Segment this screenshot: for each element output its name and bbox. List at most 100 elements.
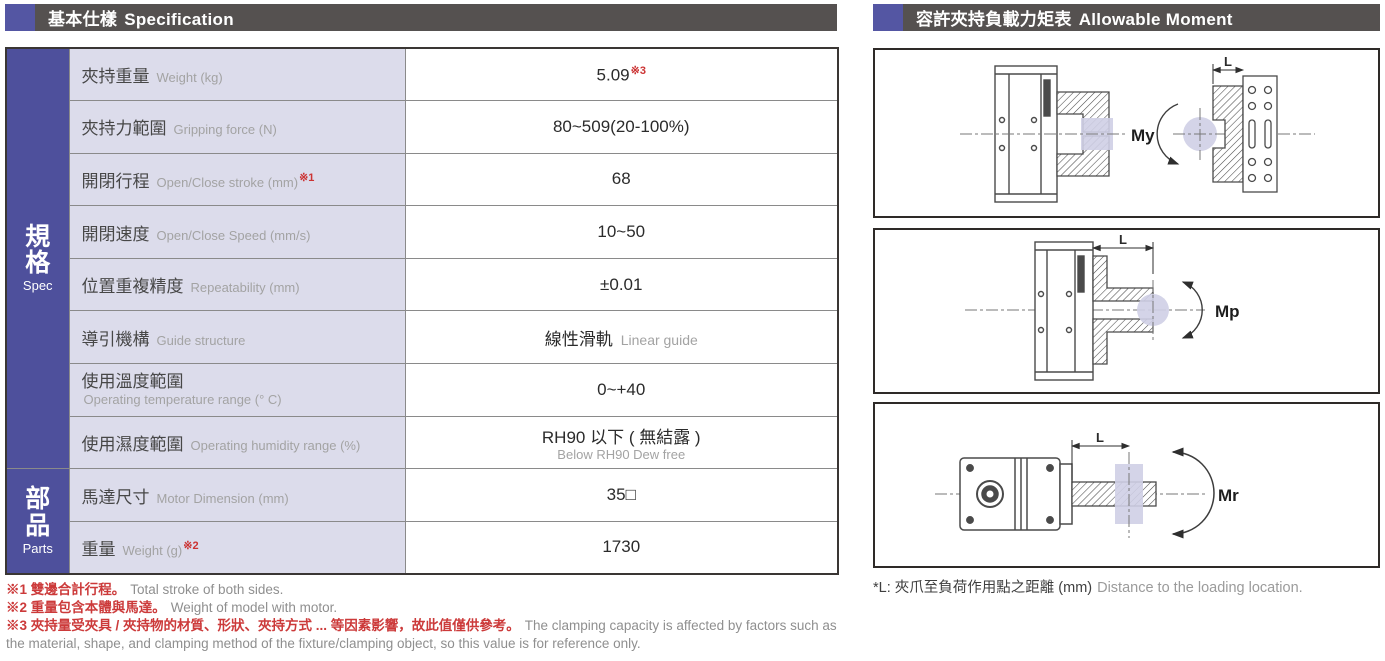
label-en: Weight (kg) [156,70,223,86]
value-text: 5.09 [596,65,630,85]
moment-diagram-my: My L [873,48,1380,218]
moment-arrow [1156,103,1180,165]
value-text: 0~+40 [597,379,646,399]
label-en: Motor Dimension (mm) [156,490,289,506]
value-sub: Below RH90 Dew free [557,447,686,463]
label-zh: 使用溫度範圍 [81,371,184,391]
label-en: Gripping force (N) [173,122,277,138]
spec-label: 開閉速度 Open/Close Speed (mm/s) [68,205,406,259]
spec-section-title: 基本仕樣 Specification [48,5,234,30]
spec-label: 位置重複精度 Repeatability (mm) [68,257,406,312]
table-row: 位置重複精度 Repeatability (mm) ±0.01 [6,257,839,312]
motor-end-view [959,457,1073,531]
spec-section-header: 基本仕樣 Specification [5,4,837,31]
footnote-zh: ※3 夾持量受夾具 / 夾持物的材質、形狀、夾持方式 ... 等因素影響，故此值… [6,617,520,633]
footnote-1: ※1 雙邊合計行程。 Total stroke of both sides. [6,581,840,599]
footnote-zh: ※2 重量包含本體與馬達。 [6,599,166,615]
label-zh: 馬達尺寸 [81,487,150,507]
footnote-en: The clamping capacity is affected by fac… [6,617,837,651]
label-zh: 使用濕度範圍 [81,434,184,454]
label-en: Guide structure [156,332,246,348]
spec-value: 35□ [404,468,839,522]
spec-value: 5.09※3 [404,47,839,102]
table-row: 導引機構 Guide structure 線性滑軌 Linear guide [6,310,839,365]
footnote-mark: ※2 [183,539,199,552]
spec-value: 線性滑軌 Linear guide [404,310,839,365]
label-zh: 位置重複精度 [81,277,184,297]
value-text: 80~509(20-100%) [552,116,690,136]
spec-label: 馬達尺寸 Motor Dimension (mm) [68,468,406,522]
spec-label: 夾持重量 Weight (kg) [68,47,406,102]
spec-label: 夾持力範圍 Gripping force (N) [68,100,406,154]
spec-title-zh: 基本仕樣 [48,10,118,29]
label-en: Open/Close stroke (mm) [156,174,299,190]
moment-title-zh: 容許夾持負載力矩表 [916,10,1072,29]
accent-square-icon [873,4,903,31]
value-text: RH90 以下 ( 無結露 ) [541,428,701,448]
footnote-mark: ※3 [630,64,646,77]
moment-section-title: 容許夾持負載力矩表 Allowable Moment [916,5,1233,30]
label-en: Operating temperature range (° C) [83,391,282,407]
shaft-bar [1071,481,1157,507]
moment-arrow [1181,281,1203,339]
dimension-l: L [1091,232,1155,274]
spec-label: 使用濕度範圍 Operating humidity range (%) [68,415,406,470]
footnote-3: ※3 夾持量受夾具 / 夾持物的材質、形狀、夾持方式 ... 等因素影響，故此值… [6,617,840,653]
table-row: 部品 Parts 馬達尺寸 Motor Dimension (mm) 35□ [5,468,839,575]
value-text: 線性滑軌 [544,329,613,349]
spec-value: 80~509(20-100%) [404,100,839,154]
accent-square-icon [5,4,35,31]
moment-label-mp: Mp [1215,302,1240,321]
moment-label-mr: Mr [1218,486,1239,505]
label-zh: 開閉行程 [81,171,150,191]
footnote-mark: ※1 [299,171,315,184]
footnotes: ※1 雙邊合計行程。 Total stroke of both sides. ※2… [6,581,840,653]
footnote-zh: ※1 雙邊合計行程。 [6,582,126,597]
table-row: 規格 Spec 夾持重量 Weight (kg) 5.09※3 [5,47,839,470]
moment-caption: *L: 夾爪至負荷作用點之距離 (mm) Distance to the load… [873,576,1303,597]
footnote-en: Total stroke of both sides. [130,582,284,597]
table-row: 重量 Weight (g)※2 1730 [6,520,839,575]
moment-diagram-mp: L Mp [873,228,1380,394]
caption-zh: *L: 夾爪至負荷作用點之距離 (mm) [873,580,1093,596]
label-zh: 開閉速度 [81,224,150,244]
group-cell-spec: 規格 Spec [5,47,70,470]
moment-arrow [1171,447,1215,539]
spec-value: ±0.01 [404,257,839,312]
mp-diagram-svg: L Mp [965,232,1240,381]
group-spec-zh: 規格 [25,222,51,278]
mr-diagram-svg: L Mr [935,430,1239,539]
spec-label: 使用溫度範圍 Operating temperature range (° C) [68,363,406,417]
spec-value: 10~50 [404,205,839,259]
value-text: 68 [611,169,631,189]
group-cell-parts: 部品 Parts [5,468,70,575]
label-zh: 導引機構 [81,329,150,349]
spec-label: 開閉行程 Open/Close stroke (mm)※1 [68,152,406,207]
value-text: ±0.01 [600,274,643,294]
value-text: 10~50 [597,222,646,242]
dim-label: L [1119,232,1127,247]
label-en: Operating humidity range (%) [190,437,361,453]
label-en: Repeatability (mm) [190,280,300,296]
group-parts-zh: 部品 [25,485,51,540]
spec-title-en: Specification [124,10,234,29]
group-spec-en: Spec [22,278,53,294]
table-row: 夾持力範圍 Gripping force (N) 80~509(20-100%) [6,100,839,154]
label-en: Open/Close Speed (mm/s) [156,227,311,243]
spec-value: RH90 以下 ( 無結露 ) Below RH90 Dew free [404,415,839,470]
dim-label: L [1224,54,1232,69]
moment-section-header: 容許夾持負載力矩表 Allowable Moment [873,4,1380,31]
dim-label: L [1096,430,1104,445]
value-en: Linear guide [620,331,698,348]
table-row: 使用濕度範圍 Operating humidity range (%) RH90 … [6,415,839,470]
caption-en: Distance to the loading location. [1097,580,1303,596]
label-en: Weight (g) [122,542,183,558]
specification-table: 規格 Spec 夾持重量 Weight (kg) 5.09※3 夾持力範圍 Grip… [5,47,839,575]
spec-value: 68 [404,152,839,207]
spec-label: 導引機構 Guide structure [68,310,406,365]
value-text: 35□ [606,485,636,505]
dimension-l: L [1211,54,1245,84]
moment-label-my: My [1131,126,1155,145]
group-parts-en: Parts [22,540,53,556]
table-row: 使用溫度範圍 Operating temperature range (° C) … [6,363,839,417]
